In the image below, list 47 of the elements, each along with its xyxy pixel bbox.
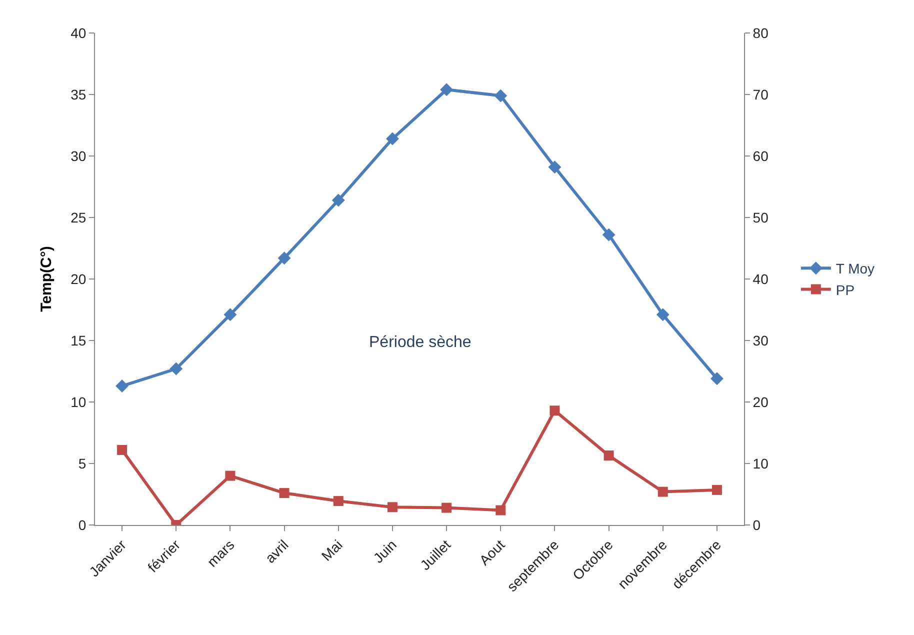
y-tick-label: 10 [70,394,86,410]
y-tick-label: 15 [70,332,86,348]
y2-tick-label: 60 [752,148,769,164]
point [387,502,398,512]
point [224,308,237,322]
x-tick-label: Juin [370,536,400,566]
point [333,496,344,506]
point [658,486,668,497]
y2-tick-label: 50 [752,209,769,226]
y-tick-label: 35 [70,86,86,102]
point [278,252,291,265]
y2-tick-label: 10 [752,455,769,472]
y2-tick-label: 80 [752,24,769,41]
point [602,228,616,242]
point [496,505,506,516]
point [548,160,562,174]
y-axis-title: Temp(C°) [38,246,55,312]
point [712,484,722,495]
point [386,132,399,146]
x-tick-label: Mai [318,536,346,564]
point [117,444,128,455]
y2-tick-label: 20 [752,394,769,410]
annotation: Période sèche [369,334,472,351]
point [442,502,452,513]
point [225,470,236,481]
point [116,380,129,393]
y2-tick-label: 30 [752,332,769,348]
legend-label: T Moy [836,260,875,277]
point [494,89,508,102]
legend-label: PP [836,282,855,298]
point [440,83,454,96]
point [604,450,614,461]
point [279,488,290,498]
point [332,194,345,207]
y2-tick-label: 0 [752,516,761,533]
y-tick-label: 5 [78,455,86,472]
y2-tick-label: 70 [752,86,769,102]
y2-tick-label: 40 [752,270,769,287]
y-tick-label: 40 [70,24,86,41]
point [656,308,670,322]
point [550,406,560,416]
point [710,372,724,386]
y-tick-label: 0 [78,516,86,533]
point [170,362,183,376]
y-tick-label: 25 [70,209,86,226]
y-tick-label: 30 [70,148,86,164]
y-tick-label: 20 [70,270,86,287]
